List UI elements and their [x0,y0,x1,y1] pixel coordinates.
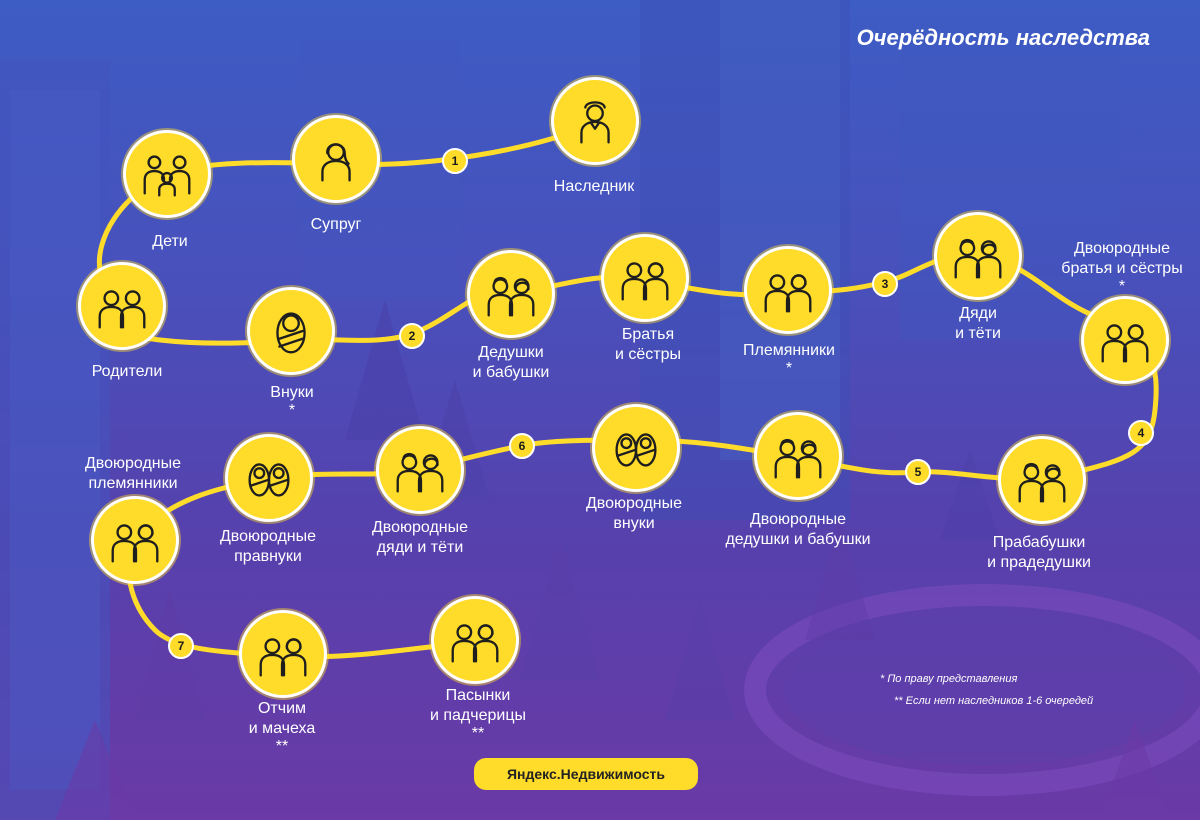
queue-badge: 3 [872,271,898,297]
pond-shape [785,615,1185,765]
building-shape [0,60,110,820]
tree-shape [345,300,425,440]
great-grandparents-node [998,436,1086,524]
tree-shape [940,450,1000,540]
couple-icon [111,524,159,563]
couple-icon [1101,324,1149,363]
cousins-node [1081,296,1169,384]
children-node [123,130,211,218]
queue-badge: 5 [905,459,931,485]
siblings-node [601,234,689,322]
queue-badge: 4 [1128,420,1154,446]
queue-badge: 7 [168,633,194,659]
couple-icon [451,624,499,663]
children-family-icon [143,155,191,197]
elderly-couple-icon [1018,462,1066,503]
baby-icon [276,312,306,354]
cousin-great-grandchildren-label: Двоюродные правнуки [219,528,317,565]
nephews-node [744,246,832,334]
pond-shape [744,584,1200,796]
cousin-nephews-label: Двоюродные племянники [84,455,182,492]
cousin-nephews-node [91,496,179,584]
cousin-grandchildren-label: Двоюродные внуки [585,495,683,532]
siblings-label: Братья и сёстры [614,326,681,363]
parents-couple-icon [98,290,146,329]
page-title: Очерёдность наследства [856,25,1150,50]
grandchildren-label: Внуки * [270,384,314,419]
footnote-representation: * По праву представления [880,673,1018,685]
step-children-node [431,596,519,684]
tree-shape [1100,720,1170,820]
cousin-uncles-aunts-node [376,426,464,514]
footnote-no-heirs: ** Если нет наследников 1-6 очередей [894,695,1094,707]
grandparents-label: Дедушки и бабушки [472,344,550,381]
building-shape [900,40,1120,340]
great-uncles-grandparents-label: Двоюродные дедушки и бабушки [725,511,871,548]
great-grandparents-label: Прабабушки и прадедушки [987,534,1091,571]
tree-shape [135,590,205,720]
parents-node [78,262,166,350]
elderly-couple-icon [396,452,444,493]
great-uncles-grandparents-node [754,412,842,500]
elderly-couple-icon [487,276,535,317]
cousin-uncles-aunts-label: Двоюродные дяди и тёти [371,519,469,556]
tree-shape [55,720,135,820]
spouse-woman-icon [321,143,351,182]
grandparents-node [467,250,555,338]
heir-node [551,77,639,165]
two-babies-icon [615,433,657,467]
grandchildren-node [247,287,335,375]
tree-shape [665,600,735,720]
old-man-icon [580,101,610,144]
cousins-label: Двоюродные братья и сёстры * [1061,240,1183,295]
elderly-couple-icon [954,238,1002,279]
queue-badge: 2 [399,323,425,349]
parents-label: Родители [91,363,163,380]
step-parents-label: Отчим и мачеха ** [248,700,316,755]
building-shape [720,0,840,460]
cousin-grandchildren-node [592,404,680,492]
uncles-aunts-label: Дяди и тёти [955,305,1001,342]
two-babies-icon [248,463,290,497]
nephews-label: Племянники * [743,342,835,377]
couple-icon [764,274,812,313]
elderly-couple-icon [774,438,822,479]
queue-badge: 6 [509,433,535,459]
uncles-aunts-node [934,212,1022,300]
children-label: Дети [152,233,188,250]
step-parents-node [239,610,327,698]
brand-logo: Яндекс.Недвижимость [474,758,698,790]
queue-badge: 1 [442,148,468,174]
tree-shape [520,540,600,680]
footnotes: * По праву представления ** Если нет нас… [880,668,1093,712]
spouse-label: Супруг [310,216,362,233]
spouse-node [292,115,380,203]
building-shape [10,90,100,790]
tree-shape [805,520,875,640]
heir-label: Наследник [553,178,635,195]
couple-icon [621,262,669,301]
couple-icon [259,638,307,677]
step-children-label: Пасынки и падчерицы ** [429,687,526,742]
cousin-great-grandchildren-node [225,434,313,522]
